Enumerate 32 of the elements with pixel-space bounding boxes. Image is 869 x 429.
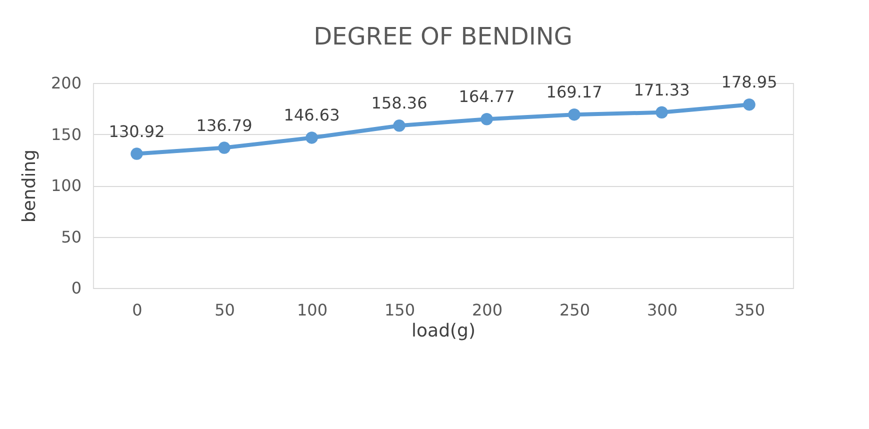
x-tick-label: 300 xyxy=(646,300,678,320)
data-label: 171.33 xyxy=(634,80,690,100)
x-tick-label: 250 xyxy=(559,300,590,320)
y-axis-title: bending xyxy=(18,149,40,223)
point xyxy=(393,120,406,132)
data-label: 146.63 xyxy=(284,106,340,125)
data-label: 130.92 xyxy=(108,122,165,141)
chart-title: DEGREE OF BENDING xyxy=(314,22,572,51)
y-tick-label: 100 xyxy=(50,176,82,195)
x-tick-label: 200 xyxy=(472,300,503,320)
point xyxy=(480,113,493,126)
data-label: 164.77 xyxy=(458,87,515,106)
data-label: 178.95 xyxy=(721,72,778,92)
x-tick-label: 350 xyxy=(734,300,766,320)
x-axis-title: load(g) xyxy=(412,320,476,342)
y-tick-label: 200 xyxy=(50,74,82,92)
x-tick-label: 0 xyxy=(132,300,142,320)
x-tick-label: 50 xyxy=(214,300,235,320)
point xyxy=(306,132,318,144)
y-tick-label: 0 xyxy=(71,278,82,298)
point xyxy=(743,98,756,111)
data-label: 169.17 xyxy=(546,82,602,102)
x-tick-label: 150 xyxy=(384,300,416,320)
y-tick-label: 50 xyxy=(61,227,82,246)
point xyxy=(568,108,580,121)
data-label: 136.79 xyxy=(196,116,252,135)
point xyxy=(130,148,143,160)
y-tick-label: 150 xyxy=(50,124,82,144)
point xyxy=(656,106,668,118)
data-label: 158.36 xyxy=(371,94,428,113)
point xyxy=(218,142,230,154)
x-tick-label: 100 xyxy=(296,300,328,320)
